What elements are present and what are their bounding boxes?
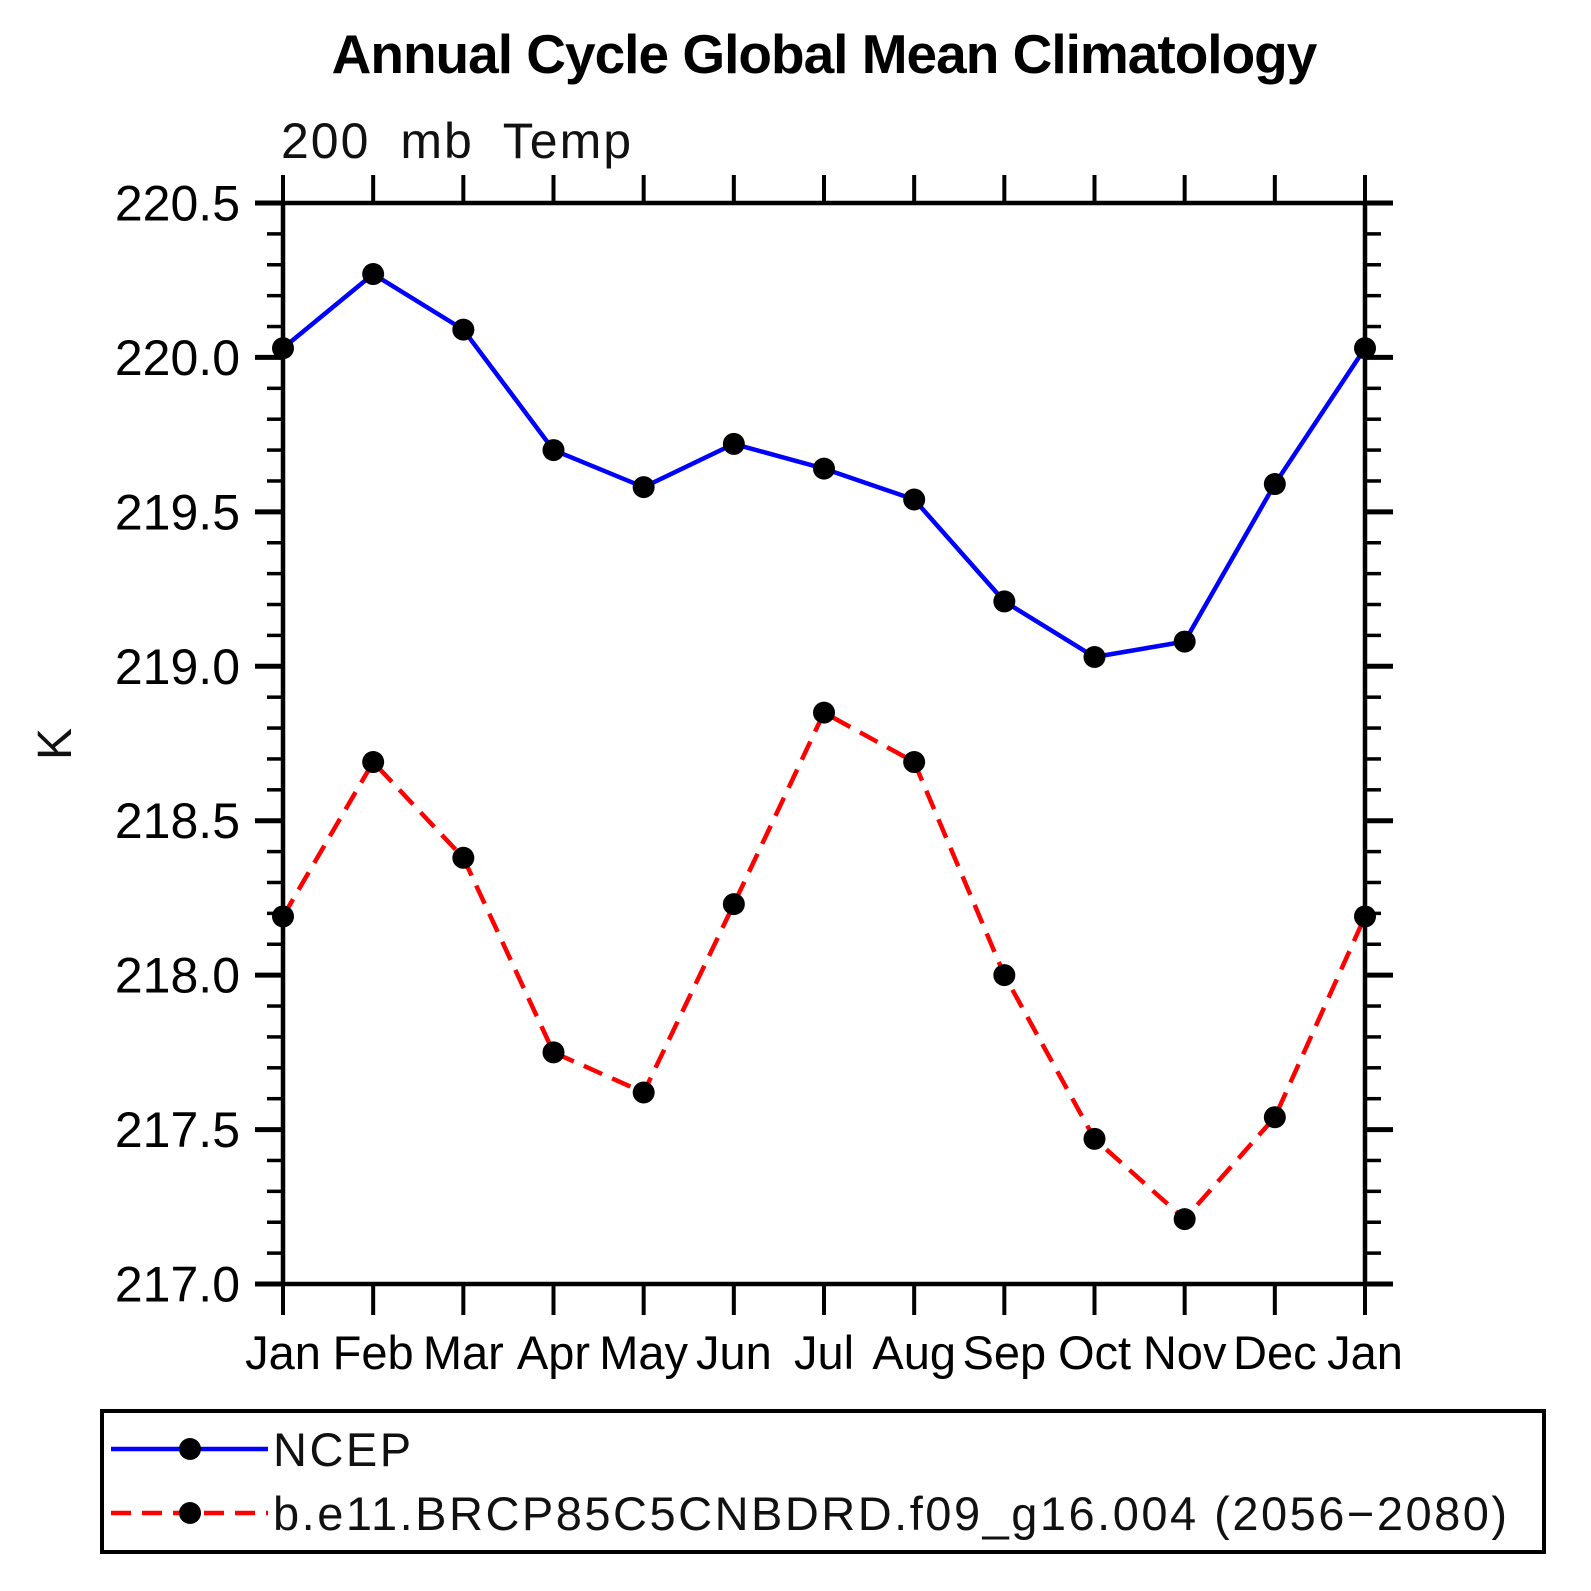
data-point-marker — [903, 751, 926, 774]
data-point-marker — [1263, 473, 1286, 496]
data-point-marker — [362, 751, 385, 774]
model-line — [281, 709, 1368, 1223]
legend-label-ncep: NCEP — [273, 1422, 414, 1476]
data-point-marker — [632, 476, 655, 499]
data-point-marker — [452, 846, 475, 869]
data-point-marker — [813, 457, 835, 480]
y-axis-tick-label: 217.5 — [115, 1102, 240, 1158]
data-point-marker — [1354, 905, 1376, 928]
y-axis-tick-label: 218.5 — [115, 793, 240, 849]
legend-label-model: b.e11.BRCP85C5CNBDRD.f09_g16.004 (2056−2… — [273, 1486, 1510, 1540]
data-point-marker — [722, 432, 745, 455]
plot-frame — [280, 200, 1368, 1287]
data-point-marker — [1263, 1106, 1286, 1129]
data-point-marker — [1173, 630, 1196, 653]
chart-title: Annual Cycle Global Mean Climatology — [331, 23, 1318, 85]
x-axis-tick-label: Jan — [245, 1326, 321, 1379]
data-point-marker — [1354, 337, 1376, 360]
x-axis-tick-label: Dec — [1233, 1326, 1317, 1379]
chart-subtitle: 200 mb Temp — [281, 113, 634, 169]
data-point-marker — [813, 701, 835, 724]
y-axis-tick-label: 220.0 — [115, 330, 240, 386]
data-point-marker — [362, 263, 385, 286]
data-point-marker — [722, 893, 745, 916]
y-axis-tick-label: 218.0 — [115, 948, 240, 1004]
legend: NCEP b.e11.BRCP85C5CNBDRD.f09_g16.004 (2… — [100, 1409, 1546, 1554]
y-axis-tick-label: 219.5 — [115, 484, 240, 540]
data-point-marker — [272, 337, 294, 360]
data-point-marker — [542, 439, 565, 462]
legend-marker-icon — [179, 1502, 201, 1524]
x-axis-tick-label: Mar — [423, 1326, 504, 1379]
data-point-marker — [1083, 1127, 1106, 1150]
data-point-marker — [272, 905, 294, 928]
legend-entry-ncep: NCEP — [108, 1422, 414, 1476]
data-point-marker — [1083, 646, 1106, 669]
x-axis-tick-label: Aug — [872, 1326, 956, 1379]
legend-marker-icon — [179, 1438, 201, 1460]
x-axis-tick-label: Jan — [1327, 1326, 1403, 1379]
data-point-marker — [1173, 1208, 1196, 1231]
y-axis-tick-label: 219.0 — [115, 639, 240, 695]
y-axis-title: K — [28, 728, 82, 761]
legend-line-sample-ncep — [111, 1438, 268, 1460]
x-axis-tick-label: Apr — [517, 1326, 590, 1379]
data-point-marker — [542, 1041, 565, 1064]
y-axis-tick-label: 220.5 — [115, 176, 240, 232]
data-point-marker — [903, 488, 926, 511]
x-axis-tick-label: Jul — [794, 1326, 854, 1379]
x-axis-tick-label: Oct — [1058, 1326, 1131, 1379]
x-axis-tick-label: May — [599, 1326, 688, 1379]
data-point-marker — [993, 964, 1016, 987]
legend-entry-model: b.e11.BRCP85C5CNBDRD.f09_g16.004 (2056−2… — [108, 1486, 1510, 1540]
y-axis-tick-label: 217.0 — [115, 1257, 240, 1313]
data-point-marker — [632, 1081, 655, 1104]
legend-line-sample-model — [111, 1502, 268, 1524]
x-axis-tick-label: Sep — [963, 1326, 1047, 1379]
x-axis-tick-label: Feb — [333, 1326, 414, 1379]
data-point-marker — [452, 318, 475, 341]
x-axis-tick-label: Nov — [1143, 1326, 1227, 1379]
data-point-marker — [993, 590, 1016, 613]
x-axis-tick-label: Jun — [696, 1326, 772, 1379]
